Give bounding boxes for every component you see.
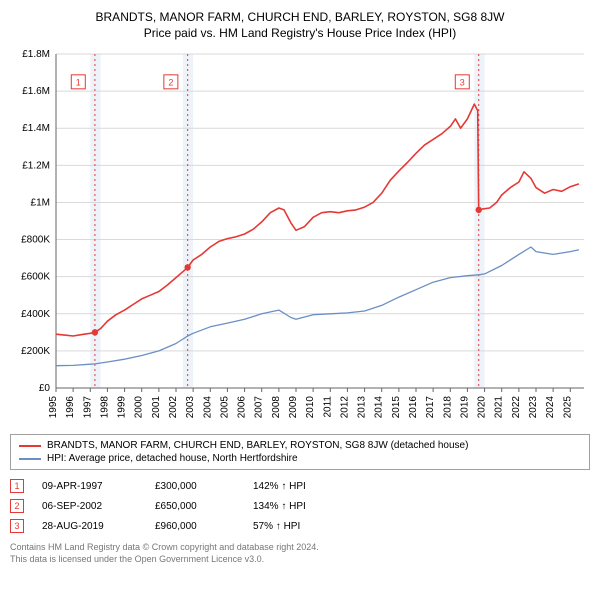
svg-text:2016: 2016 bbox=[408, 396, 419, 419]
legend-label: HPI: Average price, detached house, Nort… bbox=[47, 453, 298, 464]
svg-text:£600K: £600K bbox=[21, 272, 50, 283]
event-pct: 134% ↑ HPI bbox=[253, 501, 306, 512]
svg-text:£1.4M: £1.4M bbox=[22, 123, 50, 134]
svg-text:2023: 2023 bbox=[528, 396, 539, 419]
legend-label: BRANDTS, MANOR FARM, CHURCH END, BARLEY,… bbox=[47, 440, 468, 451]
svg-text:2: 2 bbox=[168, 77, 173, 87]
svg-text:2006: 2006 bbox=[237, 396, 248, 419]
legend-item: BRANDTS, MANOR FARM, CHURCH END, BARLEY,… bbox=[19, 439, 581, 452]
svg-text:£1M: £1M bbox=[31, 197, 50, 208]
event-date: 28-AUG-2019 bbox=[42, 521, 137, 532]
svg-text:2024: 2024 bbox=[545, 396, 556, 419]
svg-text:2018: 2018 bbox=[442, 396, 453, 419]
svg-text:2022: 2022 bbox=[511, 396, 522, 419]
events-list: 1 09-APR-1997 £300,000 142% ↑ HPI 2 06-SEP-20… bbox=[10, 476, 590, 536]
svg-text:2010: 2010 bbox=[305, 396, 316, 419]
event-date: 09-APR-1997 bbox=[42, 481, 137, 492]
legend-box: BRANDTS, MANOR FARM, CHURCH END, BARLEY,… bbox=[10, 434, 590, 470]
svg-text:2019: 2019 bbox=[459, 396, 470, 419]
svg-text:£400K: £400K bbox=[21, 309, 50, 320]
svg-text:2021: 2021 bbox=[494, 396, 505, 419]
svg-text:£0: £0 bbox=[39, 383, 51, 394]
svg-text:1997: 1997 bbox=[82, 396, 93, 419]
svg-text:2014: 2014 bbox=[374, 396, 385, 419]
line-chart-svg: £0 £200K £400K £600K £800K £1M £1.2M £1.4M £1.6M… bbox=[10, 48, 590, 428]
event-price: £960,000 bbox=[155, 521, 235, 532]
svg-text:2011: 2011 bbox=[322, 396, 333, 418]
svg-text:1995: 1995 bbox=[48, 396, 59, 419]
svg-text:£1.8M: £1.8M bbox=[22, 49, 50, 60]
title-block: BRANDTS, MANOR FARM, CHURCH END, BARLEY,… bbox=[10, 10, 590, 40]
svg-text:2000: 2000 bbox=[134, 396, 145, 419]
event-marker: 2 bbox=[10, 499, 24, 513]
svg-text:£800K: £800K bbox=[21, 235, 50, 246]
chart-container: BRANDTS, MANOR FARM, CHURCH END, BARLEY,… bbox=[0, 0, 600, 575]
event-marker: 3 bbox=[10, 519, 24, 533]
svg-text:£200K: £200K bbox=[21, 346, 50, 357]
svg-text:2020: 2020 bbox=[477, 396, 488, 419]
attribution-line1: Contains HM Land Registry data © Crown c… bbox=[10, 542, 590, 554]
event-pct: 142% ↑ HPI bbox=[253, 481, 306, 492]
title-line1: BRANDTS, MANOR FARM, CHURCH END, BARLEY,… bbox=[10, 10, 590, 24]
svg-text:2025: 2025 bbox=[562, 396, 573, 419]
svg-text:2012: 2012 bbox=[339, 396, 350, 419]
svg-text:2003: 2003 bbox=[185, 396, 196, 419]
svg-text:2009: 2009 bbox=[288, 396, 299, 419]
svg-text:2007: 2007 bbox=[254, 396, 265, 419]
svg-text:2013: 2013 bbox=[357, 396, 368, 419]
event-price: £300,000 bbox=[155, 481, 235, 492]
attribution-text: Contains HM Land Registry data © Crown c… bbox=[10, 542, 590, 565]
svg-text:2004: 2004 bbox=[202, 396, 213, 419]
chart-area: £0 £200K £400K £600K £800K £1M £1.2M £1.4M £1.6M… bbox=[10, 48, 590, 428]
event-price: £650,000 bbox=[155, 501, 235, 512]
svg-text:1999: 1999 bbox=[117, 396, 128, 419]
svg-text:1: 1 bbox=[76, 77, 81, 87]
svg-text:1998: 1998 bbox=[99, 396, 110, 419]
svg-text:2005: 2005 bbox=[219, 396, 230, 419]
svg-text:2015: 2015 bbox=[391, 396, 402, 419]
event-row: 3 28-AUG-2019 £960,000 57% ↑ HPI bbox=[10, 516, 590, 536]
event-date: 06-SEP-2002 bbox=[42, 501, 137, 512]
svg-text:1996: 1996 bbox=[65, 396, 76, 419]
legend-item: HPI: Average price, detached house, Nort… bbox=[19, 452, 581, 465]
attribution-line2: This data is licensed under the Open Gov… bbox=[10, 554, 590, 566]
event-row: 2 06-SEP-2002 £650,000 134% ↑ HPI bbox=[10, 496, 590, 516]
svg-text:2001: 2001 bbox=[151, 396, 162, 419]
event-row: 1 09-APR-1997 £300,000 142% ↑ HPI bbox=[10, 476, 590, 496]
svg-text:2002: 2002 bbox=[168, 396, 179, 419]
svg-text:3: 3 bbox=[460, 77, 465, 87]
event-marker: 1 bbox=[10, 479, 24, 493]
title-line2: Price paid vs. HM Land Registry's House … bbox=[10, 26, 590, 40]
legend-swatch bbox=[19, 445, 41, 447]
svg-text:2008: 2008 bbox=[271, 396, 282, 419]
svg-text:2017: 2017 bbox=[425, 396, 436, 419]
legend-swatch bbox=[19, 458, 41, 460]
svg-text:£1.2M: £1.2M bbox=[22, 160, 50, 171]
event-pct: 57% ↑ HPI bbox=[253, 521, 300, 532]
svg-text:£1.6M: £1.6M bbox=[22, 86, 50, 97]
